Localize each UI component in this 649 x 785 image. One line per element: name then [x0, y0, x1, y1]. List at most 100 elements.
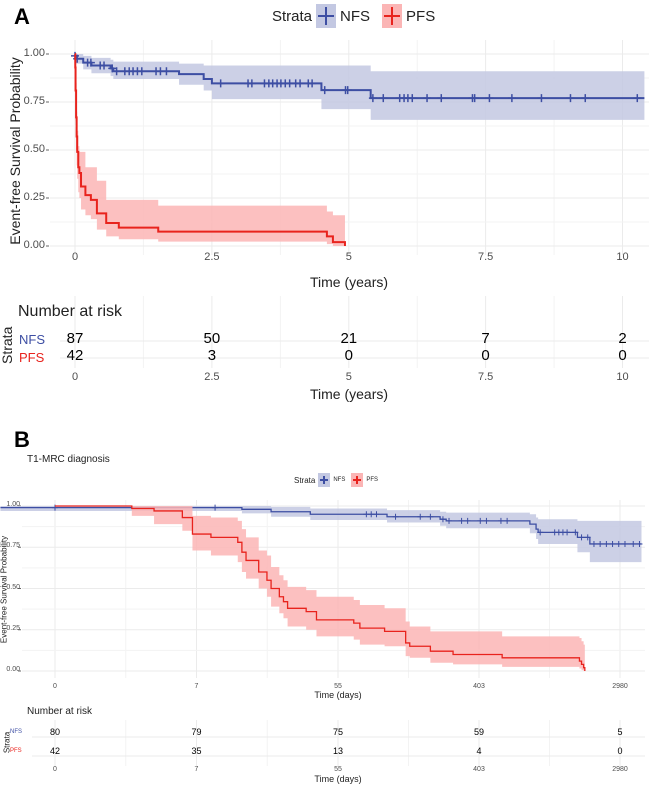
risk-count-nfs: 79	[191, 727, 202, 737]
risk-count-nfs: 80	[49, 727, 61, 737]
risk-table-x-tick-label: 0	[71, 371, 79, 383]
y-tick-label: 0.75	[23, 95, 45, 107]
censor-mark-nfs	[379, 94, 388, 103]
x-tick-label: 2980	[612, 683, 628, 690]
y-tick-label: 0.50	[23, 143, 45, 155]
y-tick-label: 1.00	[6, 501, 20, 508]
risk-count-nfs: 7	[481, 330, 490, 347]
censor-mark-nfs	[507, 94, 516, 103]
censor-mark-nfs	[417, 513, 424, 520]
x-tick-label: 10	[616, 251, 629, 263]
censor-mark-nfs	[162, 67, 171, 76]
risk-table-x-tick-label: 7	[194, 766, 199, 773]
legend-b-pfs-label: PFS	[366, 477, 379, 483]
x-tick-label: 5	[345, 251, 352, 263]
y-tick-label: 0.00	[6, 666, 20, 673]
legend-a: Strata NFS PFS	[272, 4, 435, 28]
legend-b-nfs-key-icon	[318, 473, 331, 487]
censor-mark-nfs	[458, 517, 465, 524]
censor-mark-nfs	[100, 61, 109, 70]
legend-b-nfs-label: NFS	[333, 477, 346, 483]
risk-count-nfs: 87	[66, 330, 84, 347]
censor-mark-nfs	[578, 534, 585, 541]
risk-table-x-tick-label: 2.5	[204, 371, 220, 383]
risk-table-a-pfs-label: PFS	[19, 350, 45, 365]
x-tick-label: 55	[334, 683, 342, 690]
censor-mark-nfs	[343, 86, 352, 95]
confidence-band-nfs	[75, 54, 645, 120]
censor-mark-nfs	[320, 86, 329, 95]
y-tick-label: 0.25	[23, 191, 45, 203]
x-axis-title-b: Time (days)	[314, 690, 362, 700]
y-tick-label: 0.75	[6, 542, 20, 550]
risk-table-a-strata-label: Strata	[0, 326, 15, 364]
censor-mark-nfs	[112, 67, 121, 76]
censor-mark-nfs	[427, 513, 434, 520]
y-tick-label: 0.50	[6, 583, 20, 591]
risk-count-pfs: 42	[49, 746, 61, 756]
legend-b: Strata NFS PFS	[294, 473, 378, 487]
x-tick-label: 0	[53, 683, 57, 690]
risk-count-pfs: 42	[66, 347, 84, 364]
censor-mark-nfs	[368, 94, 377, 103]
censor-mark-nfs	[247, 79, 256, 88]
y-tick-label: 0.00	[23, 239, 45, 251]
risk-table-a-x-title: Time (years)	[309, 386, 389, 402]
censor-mark-nfs	[137, 67, 146, 76]
censor-mark-nfs	[572, 529, 579, 536]
censor-mark-nfs	[597, 540, 604, 547]
risk-count-pfs: 35	[191, 746, 202, 756]
censor-mark-nfs	[581, 94, 590, 103]
censor-mark-nfs	[368, 511, 375, 518]
risk-table-b-title: Number at risk	[27, 706, 93, 717]
censor-mark-nfs	[483, 517, 490, 524]
censor-mark-nfs	[537, 529, 544, 536]
censor-mark-nfs	[86, 58, 95, 67]
censor-mark-nfs	[504, 517, 511, 524]
risk-count-pfs: 13	[332, 746, 344, 756]
risk-count-pfs: 4	[476, 746, 482, 756]
censor-mark-nfs	[485, 94, 494, 103]
risk-count-pfs: 0	[344, 347, 353, 364]
censor-mark-nfs	[590, 540, 597, 547]
censor-mark-nfs	[564, 529, 571, 536]
censor-mark-nfs	[392, 513, 399, 520]
censor-mark-nfs	[537, 94, 546, 103]
risk-table-b-x-title: Time (days)	[314, 774, 362, 784]
panel-a-label: A	[14, 4, 30, 29]
censor-mark-nfs	[584, 534, 591, 541]
censor-mark-nfs	[464, 517, 471, 524]
risk-count-pfs: 3	[207, 347, 217, 364]
censor-mark-nfs	[439, 516, 446, 523]
legend-a-nfs-label: NFS	[340, 7, 371, 25]
risk-count-nfs: 2	[618, 330, 627, 347]
risk-table-x-tick-label: 10	[616, 371, 629, 383]
panel-b-label: B	[14, 427, 30, 452]
censor-mark-nfs	[446, 517, 453, 524]
x-axis-title-a: Time (years)	[309, 274, 389, 290]
x-tick-label: 0	[71, 251, 79, 263]
survival-curve-pfs	[74, 53, 346, 246]
x-tick-label: 7	[194, 683, 199, 690]
legend-a-pfs-label: PFS	[406, 7, 436, 25]
censor-mark-nfs	[423, 94, 432, 103]
censor-mark-nfs	[216, 79, 225, 88]
censor-mark-nfs	[373, 511, 380, 518]
confidence-band-nfs	[0, 506, 642, 563]
risk-table-x-tick-label: 5	[345, 371, 352, 383]
risk-table-x-tick-label: 55	[334, 766, 342, 773]
censor-mark-nfs	[636, 540, 643, 547]
censor-mark-nfs	[408, 94, 417, 103]
plot-b-title: T1-MRC diagnosis	[27, 454, 110, 465]
censor-mark-nfs	[296, 79, 305, 88]
censor-mark-nfs	[108, 64, 117, 73]
x-tick-label: 7.5	[477, 251, 494, 263]
risk-table-b-pfs-label: PFS	[10, 748, 22, 754]
censor-mark-nfs	[603, 540, 610, 547]
censor-mark-nfs	[470, 94, 479, 103]
risk-table-a-nfs-label: NFS	[19, 332, 45, 347]
censor-mark-nfs	[308, 79, 317, 88]
x-tick-label: 2.5	[204, 251, 220, 263]
legend-a-title: Strata	[272, 7, 313, 25]
